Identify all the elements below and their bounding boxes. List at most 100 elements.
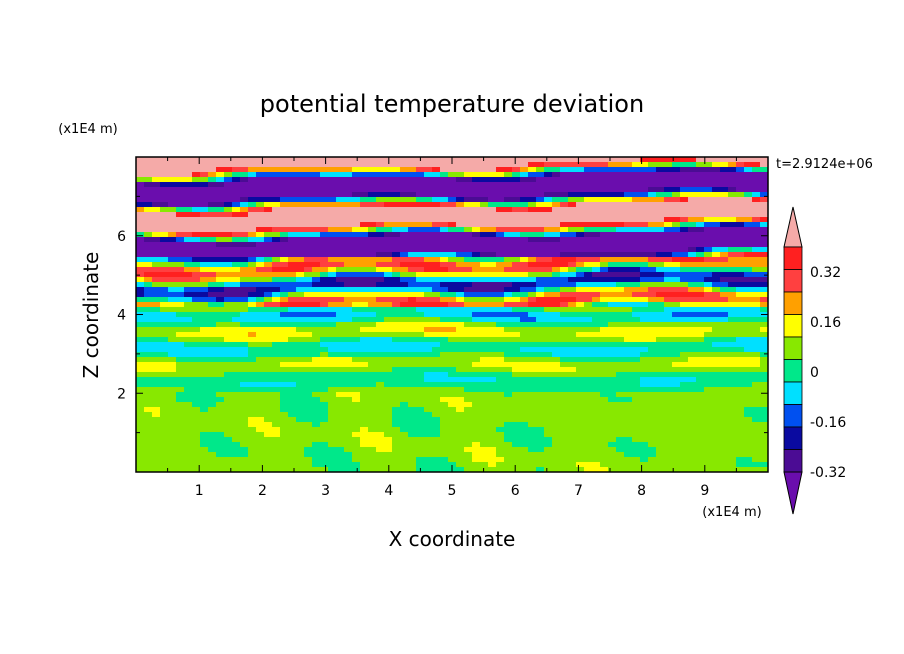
contour-cell [184, 172, 193, 178]
contour-cell [752, 452, 761, 458]
contour-cell [304, 267, 313, 273]
contour-cell [376, 297, 385, 303]
contour-cell [256, 292, 265, 298]
contour-cell [152, 272, 161, 278]
contour-cell [320, 252, 329, 258]
contour-cell [744, 362, 753, 368]
contour-cell [640, 427, 649, 433]
contour-cell [584, 217, 593, 223]
contour-cell [520, 162, 529, 168]
contour-cell [592, 352, 601, 358]
contour-cell [696, 162, 705, 168]
contour-cell [240, 212, 249, 218]
contour-cell [392, 462, 401, 468]
contour-cell [616, 252, 625, 258]
contour-cell [136, 192, 145, 198]
contour-cell [592, 452, 601, 458]
contour-cell [608, 442, 617, 448]
contour-cell [160, 162, 169, 168]
contour-cell [552, 372, 561, 378]
contour-cell [144, 182, 153, 188]
contour-cell [680, 187, 689, 193]
contour-cell [320, 227, 329, 233]
contour-cell [288, 197, 297, 203]
contour-cell [480, 197, 489, 203]
contour-cell [192, 367, 201, 373]
contour-cell [616, 177, 625, 183]
contour-cell [584, 397, 593, 403]
contour-cell [136, 452, 145, 458]
contour-cell [312, 257, 321, 263]
contour-cell [608, 202, 617, 208]
contour-cell [528, 357, 537, 363]
contour-cell [344, 187, 353, 193]
contour-cell [416, 282, 425, 288]
contour-cell [496, 397, 505, 403]
contour-cell [432, 337, 441, 343]
contour-cell [240, 402, 249, 408]
contour-cell [168, 407, 177, 413]
contour-cell [264, 437, 273, 443]
contour-cell [744, 252, 753, 258]
contour-cell [136, 432, 145, 438]
contour-cell [384, 172, 393, 178]
contour-cell [336, 337, 345, 343]
contour-cell [736, 312, 745, 318]
contour-cell [656, 432, 665, 438]
contour-cell [488, 412, 497, 418]
contour-cell [648, 387, 657, 393]
contour-cell [640, 232, 649, 238]
contour-cell [320, 287, 329, 293]
contour-cell [456, 247, 465, 253]
contour-cell [720, 217, 729, 223]
contour-cell [520, 447, 529, 453]
contour-cell [560, 372, 569, 378]
contour-cell [208, 302, 217, 308]
contour-cell [248, 297, 257, 303]
contour-cell [432, 237, 441, 243]
contour-cell [360, 457, 369, 463]
contour-cell [264, 187, 273, 193]
contour-cell [376, 257, 385, 263]
contour-cell [736, 417, 745, 423]
contour-cell [720, 347, 729, 353]
contour-cell [568, 457, 577, 463]
contour-cell [512, 347, 521, 353]
contour-cell [712, 287, 721, 293]
contour-cell [376, 327, 385, 333]
contour-cell [336, 207, 345, 213]
contour-cell [368, 277, 377, 283]
contour-cell [200, 222, 209, 228]
contour-cell [520, 332, 529, 338]
contour-cell [160, 312, 169, 318]
contour-cell [600, 452, 609, 458]
contour-cell [248, 237, 257, 243]
contour-cell [272, 207, 281, 213]
contour-cell [528, 467, 537, 472]
contour-cell [424, 227, 433, 233]
contour-cell [144, 282, 153, 288]
contour-cell [456, 422, 465, 428]
contour-cell [680, 432, 689, 438]
contour-cell [264, 272, 273, 278]
contour-cell [464, 187, 473, 193]
contour-cell [136, 407, 145, 413]
contour-cell [176, 452, 185, 458]
contour-cell [680, 357, 689, 363]
contour-cell [184, 442, 193, 448]
contour-cell [720, 242, 729, 248]
contour-cell [464, 162, 473, 168]
contour-cell [720, 332, 729, 338]
contour-cell [368, 172, 377, 178]
contour-cell [688, 182, 697, 188]
contour-cell [680, 397, 689, 403]
contour-cell [408, 442, 417, 448]
contour-cell [552, 352, 561, 358]
contour-cell [232, 352, 241, 358]
contour-cell [432, 357, 441, 363]
contour-cell [520, 367, 529, 373]
contour-cell [704, 247, 713, 253]
contour-cell [416, 202, 425, 208]
contour-cell [248, 167, 257, 173]
contour-cell [176, 327, 185, 333]
